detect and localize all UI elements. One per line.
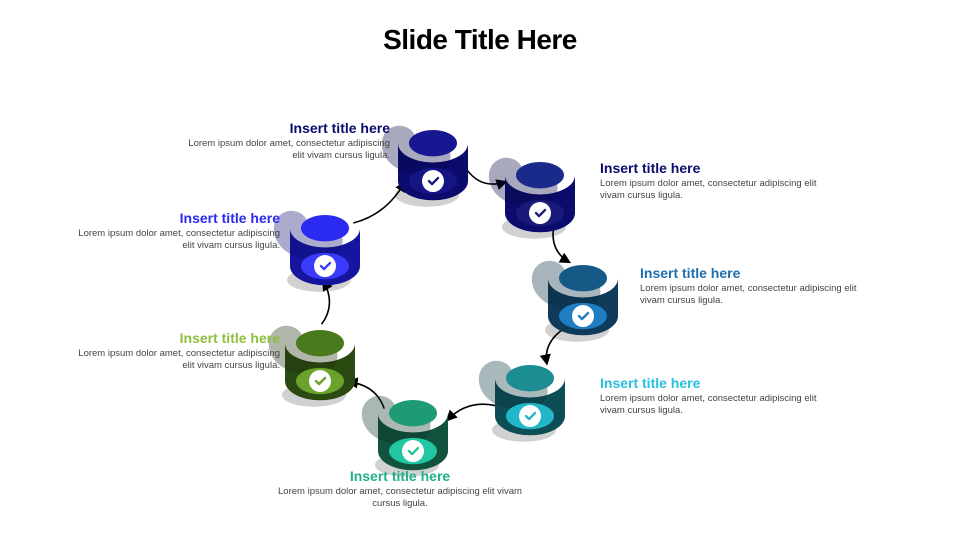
item-title: Insert title here (180, 120, 390, 136)
item-body: Lorem ipsum dolor amet, consectetur adip… (270, 486, 530, 511)
cycle-node-3 (475, 357, 585, 452)
item-body: Lorem ipsum dolor amet, consectetur adip… (180, 138, 390, 163)
item-title: Insert title here (70, 210, 280, 226)
cycle-node-2 (528, 257, 638, 352)
cycle-node-0 (378, 122, 488, 217)
cycle-label-0: Insert title here Lorem ipsum dolor amet,… (180, 120, 390, 163)
cycle-label-2: Insert title here Lorem ipsum dolor amet,… (640, 265, 880, 308)
item-title: Insert title here (600, 160, 830, 176)
item-body: Lorem ipsum dolor amet, consectetur adip… (600, 393, 840, 418)
item-title: Insert title here (640, 265, 880, 281)
cycle-label-6: Insert title here Lorem ipsum dolor amet,… (70, 210, 280, 253)
item-body: Lorem ipsum dolor amet, consectetur adip… (70, 348, 280, 373)
item-body: Lorem ipsum dolor amet, consectetur adip… (70, 228, 280, 253)
cycle-node-6 (270, 207, 380, 302)
item-body: Lorem ipsum dolor amet, consectetur adip… (640, 283, 880, 308)
cycle-node-1 (485, 154, 595, 249)
cycle-label-5: Insert title here Lorem ipsum dolor amet,… (70, 330, 280, 373)
cycle-label-4: Insert title here Lorem ipsum dolor amet,… (270, 468, 530, 511)
item-body: Lorem ipsum dolor amet, consectetur adip… (600, 178, 830, 203)
item-title: Insert title here (600, 375, 840, 391)
item-title: Insert title here (270, 468, 530, 484)
item-title: Insert title here (70, 330, 280, 346)
cycle-node-5 (265, 322, 375, 417)
page-title: Slide Title Here (0, 24, 960, 56)
cycle-label-3: Insert title here Lorem ipsum dolor amet,… (600, 375, 840, 418)
cycle-diagram: Insert title here Lorem ipsum dolor amet,… (0, 90, 960, 530)
cycle-label-1: Insert title here Lorem ipsum dolor amet,… (600, 160, 830, 203)
